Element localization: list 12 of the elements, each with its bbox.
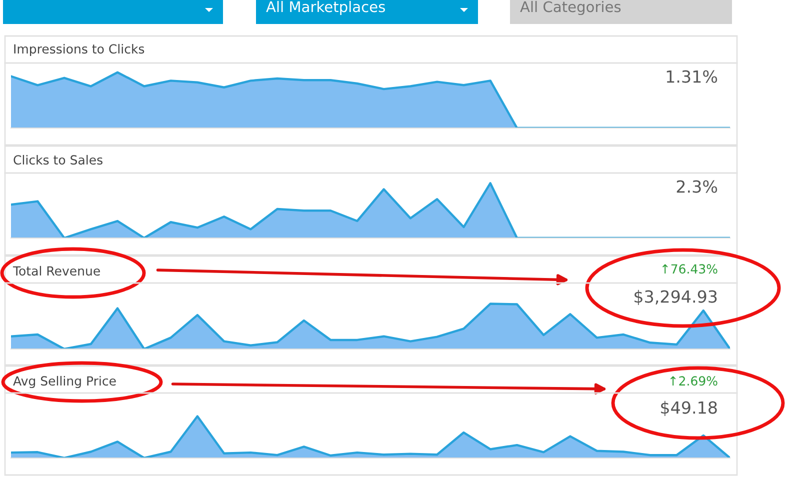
chart-title: Avg Selling Price [13,376,116,388]
text: All Categories [520,0,621,16]
chart-title: Impressions to Clicks [14,44,144,56]
chart-title: Clicks to Sales [14,154,102,165]
text: All Marketplaces [266,0,385,16]
text: $49.18 [661,400,717,416]
chart-title: Total Revenue [12,266,100,276]
annotation: 2.3% [676,180,718,193]
annotation: $3,294.93 [634,290,717,306]
annotation: 1.31% [666,70,718,83]
text: ↑76.43% [662,264,718,274]
text: ↑2.69% [670,376,718,386]
